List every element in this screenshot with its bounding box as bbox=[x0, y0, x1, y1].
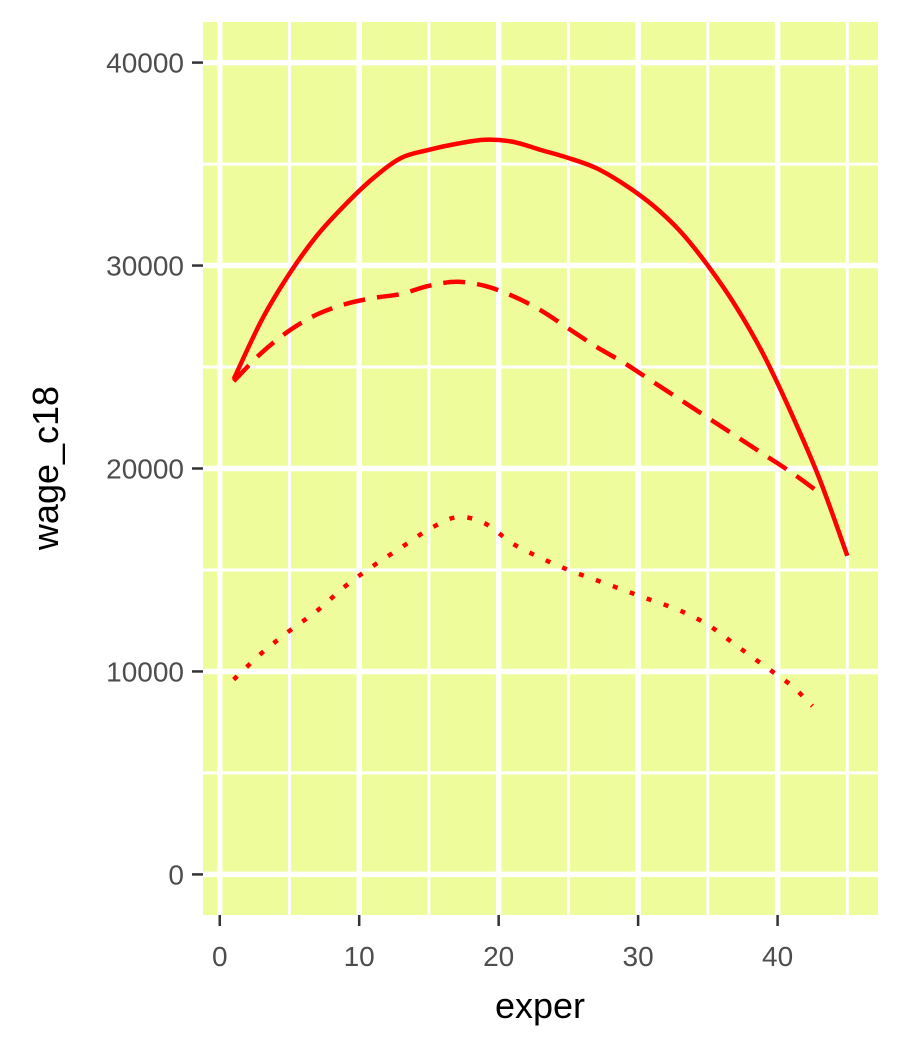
grid-major bbox=[203, 22, 878, 915]
y-tick-label: 10000 bbox=[106, 656, 184, 687]
x-tick-label: 40 bbox=[762, 941, 793, 972]
y-tick-label: 40000 bbox=[106, 48, 184, 79]
x-tick-label: 10 bbox=[344, 941, 375, 972]
x-tick-label: 20 bbox=[483, 941, 514, 972]
series-line-dashed bbox=[232, 279, 821, 495]
x-axis: 0 10 20 30 40 bbox=[212, 915, 793, 972]
series-layer bbox=[231, 137, 850, 708]
x-tick-label: 0 bbox=[212, 941, 228, 972]
y-axis: 0 10000 20000 30000 40000 bbox=[106, 48, 203, 890]
y-tick-label: 0 bbox=[168, 859, 184, 890]
y-tick-label: 20000 bbox=[106, 454, 184, 485]
series-line-solid bbox=[231, 137, 850, 557]
y-axis-title: wage_c18 bbox=[25, 386, 66, 551]
x-axis-title: exper bbox=[495, 985, 585, 1026]
x-tick-label: 30 bbox=[623, 941, 654, 972]
series-line-dotted bbox=[232, 514, 815, 708]
y-tick-label: 30000 bbox=[106, 251, 184, 282]
